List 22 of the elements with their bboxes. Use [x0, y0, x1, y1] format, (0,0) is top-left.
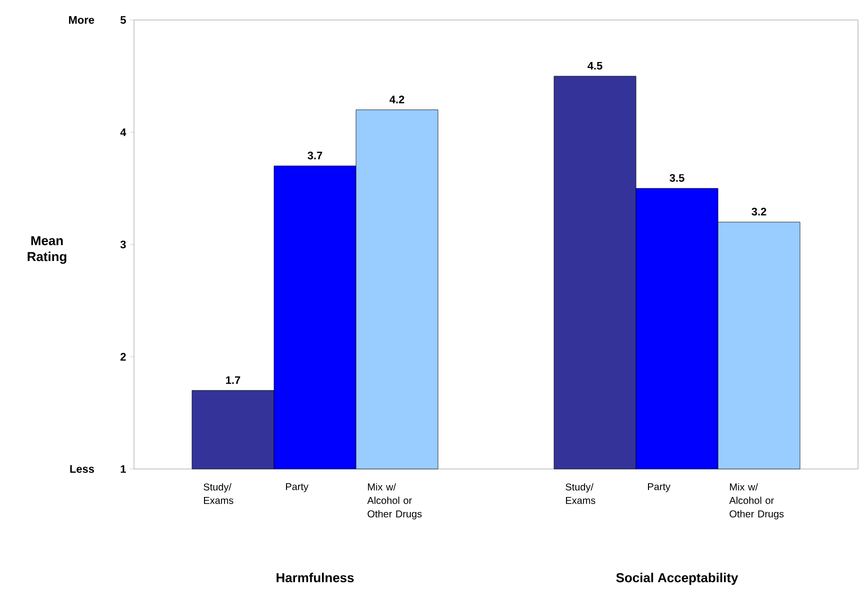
text: Less [70, 465, 94, 473]
series-label: Party [286, 483, 308, 492]
text: Party [648, 483, 670, 492]
text: Study/ Exams [566, 483, 596, 504]
y-tick-label: 4 [120, 128, 126, 136]
data-label: 3.2 [752, 208, 766, 216]
data-label: 3.5 [670, 174, 684, 182]
data-label: 1.7 [226, 376, 240, 384]
y-tick-label: 1 [120, 465, 126, 473]
series-label: Mix w/ Alcohol or Other Drugs [367, 483, 422, 520]
y-tick-label: 2 [120, 352, 126, 361]
data-label: 3.7 [308, 152, 322, 160]
series-label: Study/ Exams [204, 483, 234, 504]
data-label: 4.5 [588, 62, 602, 70]
x-tick-label: Harmfulness [276, 572, 354, 582]
y-axis-title: Mean Rating [28, 236, 66, 264]
x-tick-label: Social Acceptability [616, 572, 738, 585]
text: More [69, 16, 94, 24]
y-tick-label: 3 [120, 240, 126, 248]
text: Mix w/ Alcohol or Other Drugs [729, 483, 784, 520]
y-tick-label: 5 [120, 16, 126, 24]
data-label: 4.2 [390, 96, 404, 104]
